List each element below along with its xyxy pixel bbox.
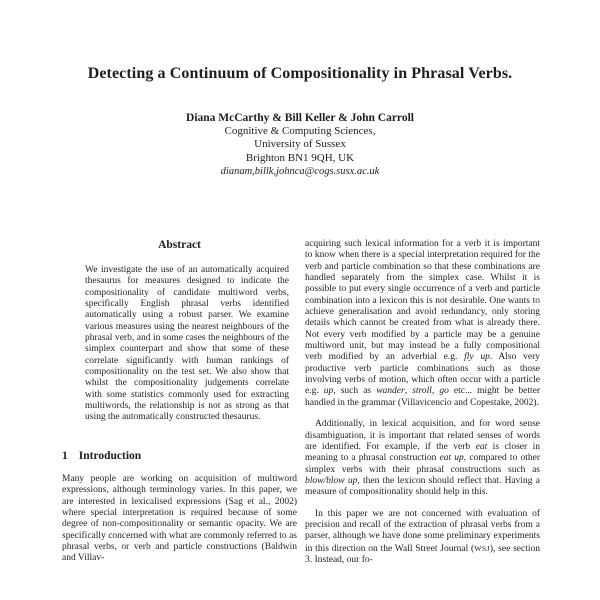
affiliation-line-3: Brighton BN1 9QH, UK [245, 151, 355, 164]
affiliation-line-2: University of Sussex [254, 138, 346, 151]
two-column-body: Abstract We investigate the use of an au… [62, 239, 540, 566]
right-paragraph-3: In this paper we are not concerned with … [305, 508, 540, 565]
right-paragraph-1: acquiring such lexical information for a… [305, 239, 541, 408]
right-paragraph-2: Additionally, in lexical acquisition, an… [305, 419, 540, 498]
left-column: Abstract We investigate the use of an au… [62, 239, 297, 566]
section-1-title: Introduction [78, 449, 142, 462]
affiliation-line-1: Cognitive & Computing Sciences, [224, 125, 376, 137]
email-line: dianam,billk,johnca@cogs.susx.ac.uk [220, 166, 380, 178]
abstract-heading: Abstract [158, 239, 201, 251]
intro-paragraph-1: Many people are working on acquisition o… [62, 473, 297, 564]
abstract-text: We investigate the use of an automatical… [85, 265, 289, 423]
section-1-heading: 1 Introduction [62, 450, 297, 462]
right-column: acquiring such lexical information for a… [305, 239, 540, 566]
section-1-number: 1 [62, 449, 68, 462]
paper-title: Detecting a Continuum of Compositionalit… [87, 65, 513, 82]
authors-line: Diana McCarthy & Bill Keller & John Carr… [186, 112, 414, 124]
author-block: Diana McCarthy & Bill Keller & John Carr… [0, 111, 600, 179]
